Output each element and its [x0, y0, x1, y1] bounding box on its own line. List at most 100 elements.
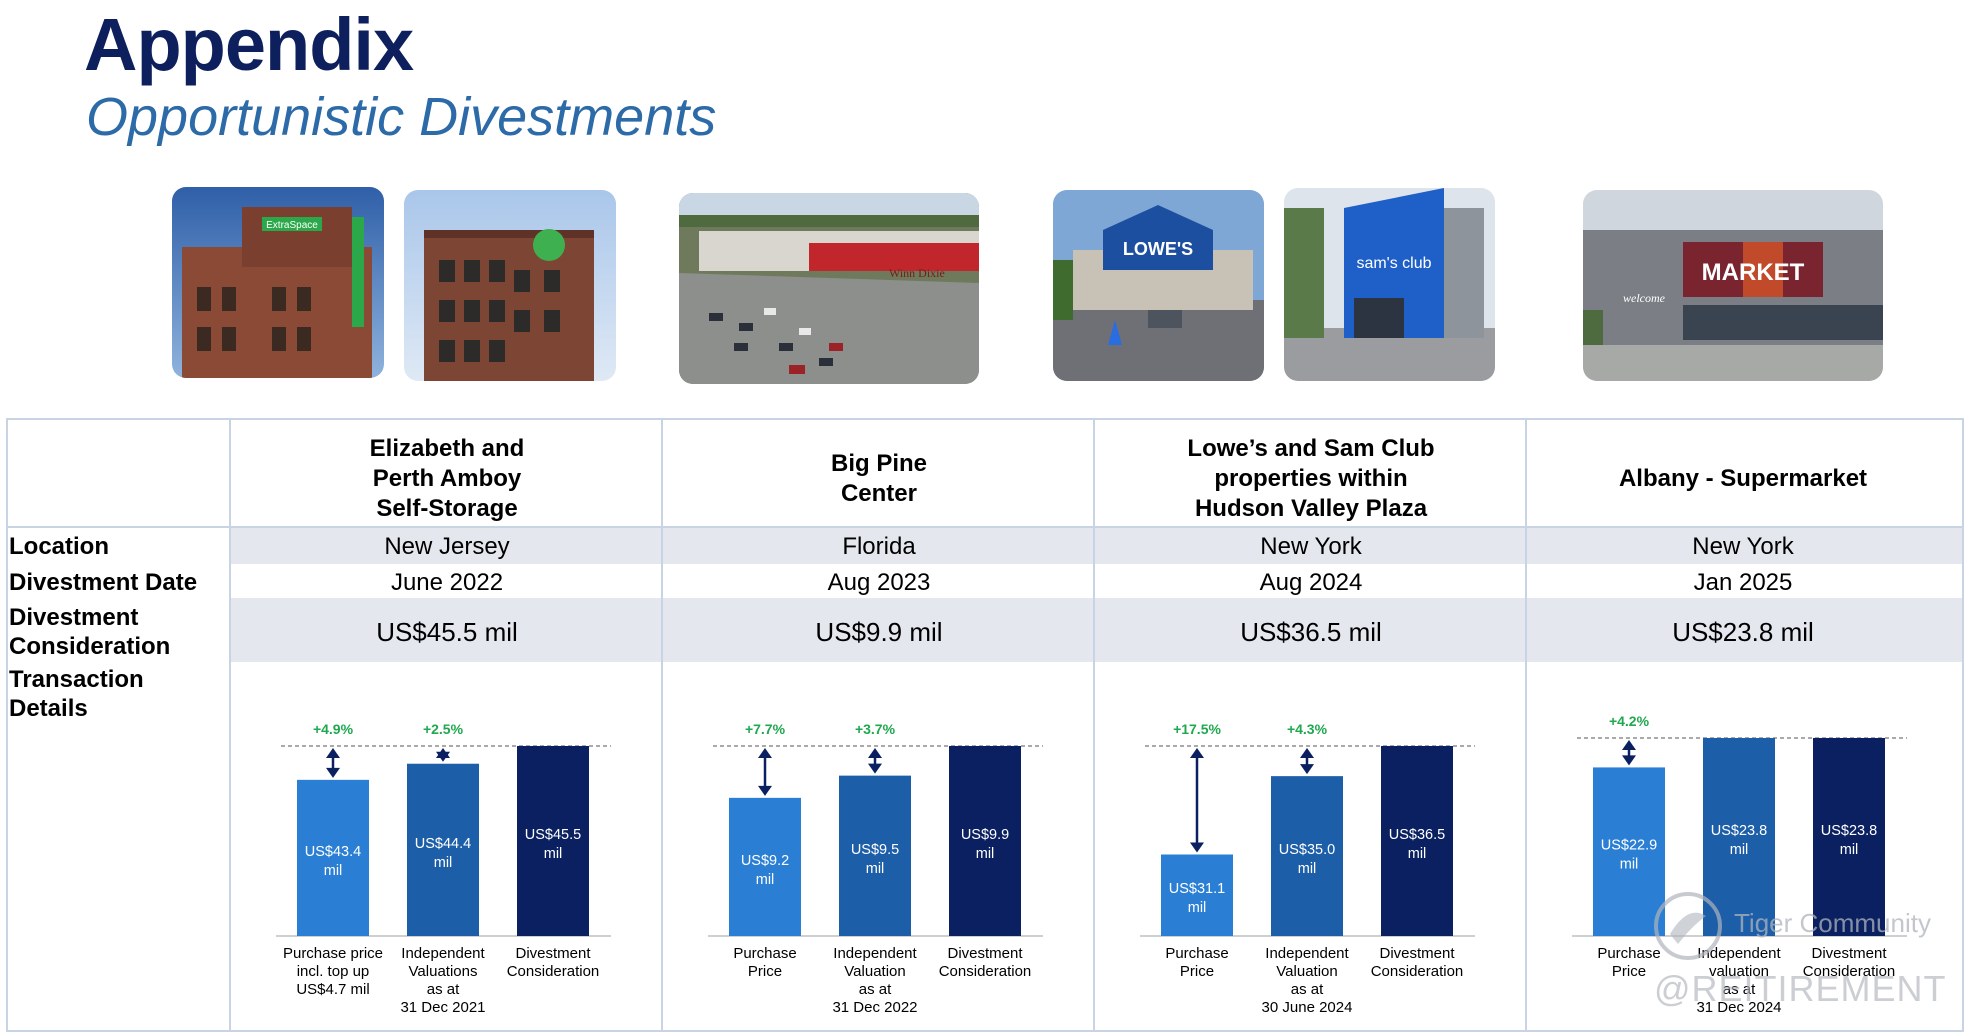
transaction-chart-elizabeth: US$43.4 mil Purchase price incl. top up US$4…	[231, 700, 663, 1030]
row-band-location	[230, 528, 1962, 564]
arrow-head-down	[1300, 764, 1314, 775]
column-header-hudson-valley: Lowe’s and Sam Club properties within Hu…	[1187, 435, 1435, 522]
category-label: Independent Valuation as at 31 Dec 2022	[832, 945, 917, 1016]
photo-sams-club: sam's club	[1284, 188, 1495, 381]
arrow-head-down	[326, 767, 340, 778]
chart-bar	[1161, 854, 1233, 936]
location-cell: New Jersey	[384, 533, 510, 560]
column-header-elizabeth: Elizabeth and Perth Amboy Self-Storage	[369, 435, 525, 522]
category-label: Independent Valuations as at 31 Dec 2021	[400, 945, 485, 1016]
header-divider	[6, 526, 1964, 528]
category-label: Divestment Consideration	[1803, 945, 1896, 980]
premium-label: +4.9%	[313, 721, 354, 737]
bar-value-label: US$23.8 mil	[1711, 823, 1767, 858]
date-cell: June 2022	[390, 569, 504, 596]
row-label-location: Location	[9, 533, 109, 560]
chart-bar	[1813, 738, 1885, 936]
row-band-consideration	[230, 598, 1962, 662]
bar-value-label: US$9.9 mil	[961, 827, 1009, 862]
arrow-head-up	[1300, 748, 1314, 758]
divestments-table	[6, 418, 1964, 1032]
date-cell: Aug 2024	[1259, 569, 1363, 596]
row-label-details: Transaction Details	[9, 666, 144, 722]
arrow-head-down	[436, 751, 450, 762]
arrow-head-down	[758, 785, 772, 796]
row-label-consideration: Divestment Consideration	[9, 604, 171, 660]
arrow-head-up	[758, 748, 772, 758]
transaction-chart-big-pine: US$9.2 mil Purchase Price +7.7% US$9.5 mil Inde…	[663, 700, 1095, 1030]
arrow-head-down	[1190, 842, 1204, 853]
category-label: Independent Valuation as at 30 June 2024	[1262, 945, 1353, 1016]
chart-bar	[1271, 776, 1343, 936]
consideration-cell: US$23.8 mil	[1672, 617, 1814, 647]
chart-bar	[297, 779, 369, 936]
column-header-albany: Albany - Supermarket	[1618, 465, 1868, 492]
premium-label: +17.5%	[1173, 721, 1221, 737]
chart-bar	[517, 746, 589, 936]
bar-value-label: US$23.8 mil	[1821, 823, 1877, 858]
category-label: Divestment Consideration	[1371, 945, 1464, 980]
chart-bar	[407, 763, 479, 936]
chart-bar	[949, 746, 1021, 936]
chart-bar	[839, 775, 911, 936]
arrow-head-down	[1622, 755, 1636, 766]
arrow-head-down	[868, 763, 882, 774]
row-label-date: Divestment Date	[9, 569, 198, 596]
premium-label: +2.5%	[423, 721, 464, 737]
arrow-head-up	[868, 748, 882, 758]
arrow-head-up	[1622, 740, 1636, 750]
arrow-head-up	[1190, 748, 1204, 758]
premium-label: +4.2%	[1609, 713, 1650, 729]
bar-value-label: US$45.5 mil	[525, 827, 581, 862]
category-label: Divestment Consideration	[939, 945, 1032, 980]
transaction-chart-hudson-valley: US$31.1 mil Purchase Price +17.5% US$35.0 mil I…	[1095, 700, 1527, 1030]
page-subtitle: Opportunistic Divestments	[86, 87, 717, 147]
photo-lowes: LOWE'S	[1053, 190, 1264, 381]
bar-value-label: US$44.4 mil	[415, 836, 471, 871]
arrow-head-up	[326, 748, 340, 758]
svg-text:welcome: welcome	[1623, 291, 1666, 305]
bar-value-label: US$36.5 mil	[1389, 827, 1445, 862]
svg-text:sam's club: sam's club	[1356, 255, 1431, 272]
category-label: Independent valuation as at 31 Dec 2024	[1696, 945, 1781, 1016]
chart-bar	[729, 797, 801, 936]
tiger-logo-icon	[1654, 892, 1722, 960]
bar-value-label: US$35.0 mil	[1279, 842, 1335, 877]
category-label: Purchase Price	[733, 945, 796, 980]
consideration-cell: US$36.5 mil	[1240, 617, 1382, 647]
premium-label: +3.7%	[855, 721, 896, 737]
page-title: Appendix	[84, 3, 414, 86]
consideration-cell: US$9.9 mil	[815, 617, 943, 647]
photo-albany-market: MARKET welcome	[1583, 190, 1883, 381]
date-cell: Jan 2025	[1693, 569, 1793, 596]
svg-text:MARKET: MARKET	[1702, 259, 1805, 286]
bar-value-label: US$43.4 mil	[305, 844, 361, 879]
svg-text:ExtraSpace: ExtraSpace	[266, 220, 318, 231]
chart-bar	[1703, 738, 1775, 936]
col-divider-4	[1525, 418, 1527, 1032]
col-divider-3	[1093, 418, 1095, 1032]
watermark-line-2: @REITIREMENT	[1654, 968, 1947, 1009]
photo-storage-1: ExtraSpace	[172, 187, 384, 378]
col-divider-1	[229, 418, 231, 1032]
location-cell: Florida	[842, 533, 916, 560]
photo-big-pine: Winn Dixie	[679, 193, 979, 384]
chart-bar	[1381, 746, 1453, 936]
premium-label: +7.7%	[745, 721, 786, 737]
bar-value-label: US$9.2 mil	[741, 853, 789, 888]
col-divider-2	[661, 418, 663, 1032]
category-label: Purchase Price	[1165, 945, 1228, 980]
category-label: Purchase Price	[1597, 945, 1660, 980]
photo-storage-2	[404, 190, 616, 381]
consideration-cell: US$45.5 mil	[376, 617, 518, 647]
date-cell: Aug 2023	[827, 569, 931, 596]
transaction-chart-albany: US$22.9 mil Purchase Price +4.2% US$23.8 mil In…	[1527, 700, 1959, 1030]
bar-value-label: US$9.5 mil	[851, 842, 899, 877]
premium-label: +4.3%	[1287, 721, 1328, 737]
watermark-line-1: Tiger Community	[1734, 908, 1931, 938]
category-label: Divestment Consideration	[507, 945, 600, 980]
svg-text:LOWE'S: LOWE'S	[1123, 239, 1193, 259]
chart-bar	[1593, 767, 1665, 936]
column-header-big-pine: Big Pine Center	[830, 450, 927, 507]
svg-text:Winn Dixie: Winn Dixie	[889, 266, 945, 280]
